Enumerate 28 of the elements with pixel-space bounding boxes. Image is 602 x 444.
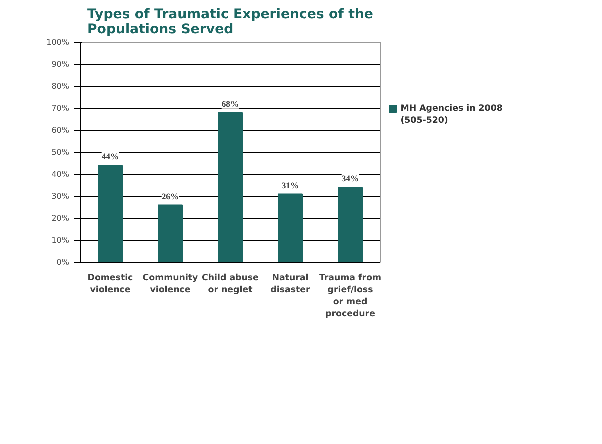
bar <box>98 165 123 262</box>
bar <box>338 187 363 262</box>
y-tick-label: 10% <box>52 236 70 245</box>
legend-label: MH Agencies in 2008 (505-520) <box>400 104 503 126</box>
data-label: 31% <box>282 180 300 190</box>
y-tick-label: 40% <box>52 170 70 179</box>
y-tick-label: 0% <box>56 258 70 267</box>
data-label: 34% <box>342 174 360 184</box>
x-tick-label: Trauma from grief/loss or med procedure <box>319 274 382 320</box>
bar <box>218 112 243 262</box>
bar <box>278 194 303 262</box>
y-tick-label: 100% <box>46 38 70 47</box>
data-label: 68% <box>222 98 240 109</box>
y-tick-label: 50% <box>52 148 70 157</box>
chart-title: Types of Traumatic Experiences of the Populations Served <box>88 8 374 38</box>
y-tick-label: 30% <box>52 192 70 201</box>
y-tick-label: 90% <box>52 60 70 69</box>
y-tick-label: 20% <box>52 214 70 223</box>
x-tick-label: Child abuse or neglet <box>202 274 260 296</box>
x-tick-label: Community violence <box>142 274 199 296</box>
data-label: 26% <box>162 191 180 202</box>
data-label: 44% <box>102 152 120 162</box>
x-tick-label: Domestic violence <box>88 274 134 296</box>
bar <box>158 204 183 262</box>
y-tick-label: 80% <box>52 82 70 91</box>
y-tick-label: 60% <box>52 126 70 135</box>
x-tick-label: Natural disaster <box>270 274 312 296</box>
y-tick-label: 70% <box>52 104 70 113</box>
